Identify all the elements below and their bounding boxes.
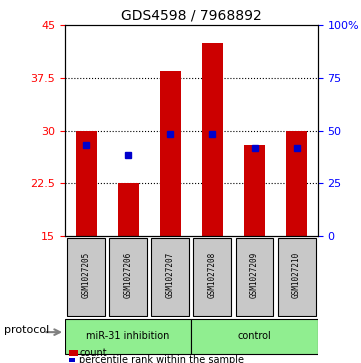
Text: GSM1027207: GSM1027207 bbox=[166, 252, 175, 298]
Text: GSM1027210: GSM1027210 bbox=[292, 252, 301, 298]
Text: protocol: protocol bbox=[4, 325, 49, 335]
Text: GSM1027205: GSM1027205 bbox=[82, 252, 91, 298]
FancyBboxPatch shape bbox=[191, 319, 318, 354]
Bar bbox=[160, 71, 181, 236]
FancyBboxPatch shape bbox=[235, 238, 274, 316]
Text: miR-31 inhibition: miR-31 inhibition bbox=[87, 331, 170, 341]
Text: GSM1027208: GSM1027208 bbox=[208, 252, 217, 298]
Bar bbox=[202, 43, 223, 236]
FancyBboxPatch shape bbox=[67, 238, 105, 316]
Bar bbox=[118, 183, 139, 236]
Bar bbox=[244, 145, 265, 236]
Text: control: control bbox=[238, 331, 271, 341]
Text: count: count bbox=[79, 348, 107, 358]
FancyBboxPatch shape bbox=[65, 319, 191, 354]
FancyBboxPatch shape bbox=[193, 238, 231, 316]
Text: percentile rank within the sample: percentile rank within the sample bbox=[79, 355, 244, 363]
Text: GSM1027209: GSM1027209 bbox=[250, 252, 259, 298]
Text: GSM1027206: GSM1027206 bbox=[124, 252, 132, 298]
FancyBboxPatch shape bbox=[151, 238, 189, 316]
Bar bbox=[286, 131, 307, 236]
Bar bbox=[75, 131, 96, 236]
Title: GDS4598 / 7968892: GDS4598 / 7968892 bbox=[121, 9, 262, 23]
FancyBboxPatch shape bbox=[109, 238, 147, 316]
FancyBboxPatch shape bbox=[278, 238, 316, 316]
